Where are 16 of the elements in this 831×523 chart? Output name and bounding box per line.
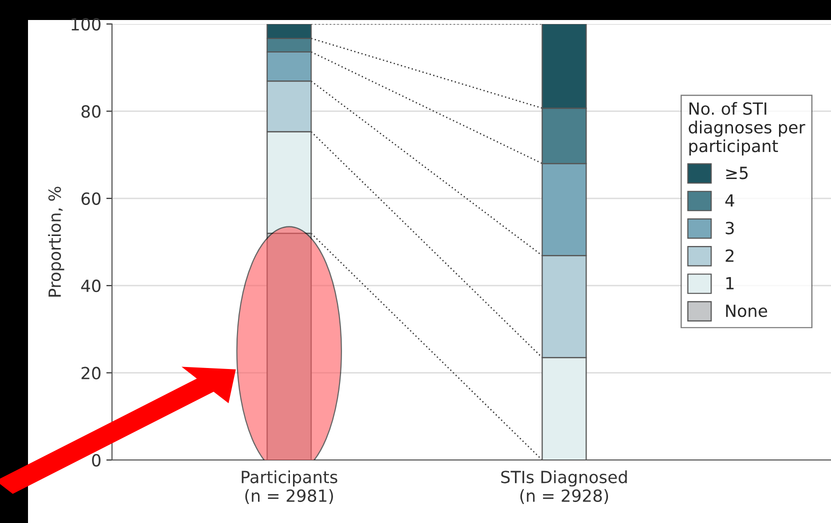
legend-title: No. of STI diagnoses per participant [688,102,806,156]
legend-label: None [726,304,768,318]
y-tick-label: 40 [81,280,100,292]
legend-label: 4 [725,194,734,207]
legend-label: ≥5 [726,166,748,180]
x-tick-label: Participants (n = 2981) [242,470,338,504]
y-tick-label: 100 [72,18,100,31]
y-tick-label: 60 [82,192,100,205]
legend-label: 3 [726,222,734,234]
y-axis-title: Proportion, % [48,186,64,297]
y-tick-label: 80 [82,105,100,118]
y-tick-label: 20 [82,366,100,380]
x-tick-label: STIs Diagnosed (n = 2928) [501,470,627,504]
y-tick-label: 0 [92,454,100,467]
legend-label: 1 [726,277,734,290]
legend-label: 2 [726,249,734,262]
